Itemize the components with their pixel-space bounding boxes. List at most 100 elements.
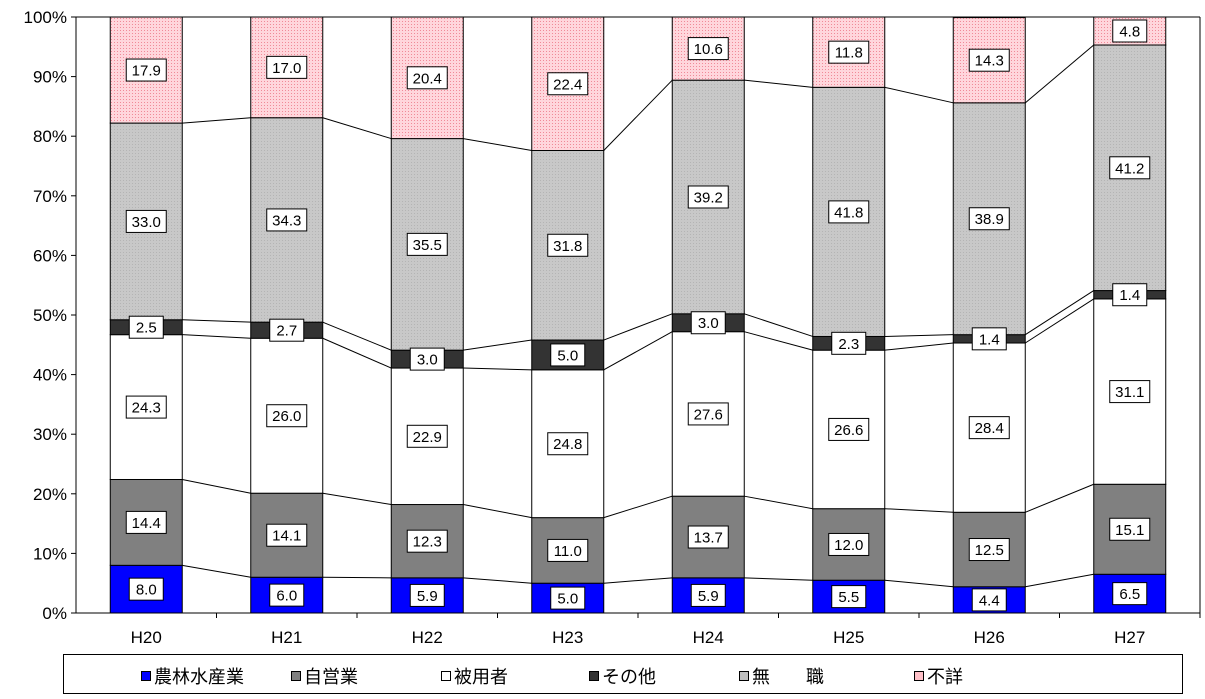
data-label-box — [968, 48, 1010, 72]
y-tick-label: 70% — [33, 187, 67, 206]
y-tick-label: 20% — [33, 485, 67, 504]
connector-line — [463, 367, 532, 371]
data-label: 24.8 — [553, 436, 582, 453]
connector-line — [603, 313, 673, 341]
legend-item: 不詳 — [914, 663, 963, 689]
legend-item: 無 職 — [739, 663, 824, 689]
data-label: 31.1 — [1115, 384, 1144, 401]
legend-label: 不詳 — [927, 667, 963, 688]
data-label-box — [687, 185, 729, 209]
connector-line — [603, 577, 673, 584]
data-label-box — [687, 37, 729, 61]
y-tick-label: 50% — [33, 306, 67, 325]
legend-label: 被用者 — [454, 667, 508, 688]
legend-item: 農林水産業 — [141, 663, 244, 689]
legend-item: その他 — [589, 663, 656, 689]
legend-swatch-icon — [739, 671, 749, 681]
data-label: 4.8 — [1119, 24, 1140, 41]
data-label-box — [828, 200, 870, 224]
data-label-box — [266, 55, 308, 79]
data-label-box — [125, 58, 167, 82]
connector-line — [1024, 298, 1095, 344]
x-tick-label: H22 — [412, 628, 443, 647]
y-tick-label: 40% — [33, 366, 67, 385]
data-label: 41.2 — [1115, 160, 1144, 177]
connector-line — [884, 579, 954, 588]
data-label: 12.0 — [834, 537, 863, 554]
data-label: 35.5 — [413, 237, 442, 254]
data-label-box — [406, 424, 448, 448]
data-label-box — [269, 318, 305, 342]
data-label: 5.5 — [838, 589, 859, 606]
y-tick-label: 10% — [33, 544, 67, 563]
data-label: 3.0 — [698, 315, 719, 332]
x-tick-label: H26 — [974, 628, 1005, 647]
connector-line — [744, 313, 813, 337]
data-label: 14.3 — [975, 53, 1004, 70]
y-tick-label: 0% — [42, 604, 67, 623]
data-label: 14.1 — [272, 528, 301, 545]
data-label-box — [547, 538, 589, 562]
legend-label: その他 — [602, 667, 656, 688]
y-tick-label: 30% — [33, 425, 67, 444]
data-label: 28.4 — [975, 420, 1004, 437]
y-tick-label: 90% — [33, 68, 67, 87]
data-label-box — [406, 529, 448, 553]
connector-line — [182, 564, 251, 578]
data-label: 11.8 — [835, 45, 863, 62]
data-label-box — [968, 207, 1010, 231]
data-label-box — [128, 315, 164, 339]
data-label-box — [687, 402, 729, 426]
data-label-box — [1109, 380, 1151, 404]
data-label: 2.3 — [838, 336, 859, 353]
data-label: 13.7 — [694, 530, 723, 547]
legend-swatch-icon — [141, 671, 151, 681]
connector-line — [603, 495, 673, 519]
data-label-box — [1109, 517, 1151, 541]
connector-line — [603, 331, 673, 371]
y-tick-label: 80% — [33, 127, 67, 146]
data-label-box — [125, 395, 167, 419]
data-label-box — [1112, 19, 1148, 43]
data-label: 5.9 — [417, 588, 438, 605]
connector-line — [463, 504, 532, 519]
data-label: 3.0 — [417, 352, 438, 369]
data-label-box — [547, 72, 589, 96]
data-label: 12.3 — [413, 534, 442, 551]
data-label: 1.4 — [979, 331, 1000, 348]
data-label-box — [547, 233, 589, 257]
connector-line — [744, 331, 813, 351]
connector-line — [322, 576, 392, 579]
data-label-box — [828, 40, 870, 64]
data-label: 12.5 — [975, 542, 1004, 559]
connector-line — [744, 79, 813, 88]
data-label-box — [1112, 582, 1148, 606]
connector-line — [1024, 44, 1095, 104]
connector-line — [1025, 483, 1094, 513]
data-label: 33.0 — [132, 214, 161, 231]
data-label: 8.0 — [136, 582, 157, 599]
legend-swatch-icon — [441, 671, 451, 681]
data-label: 6.5 — [1119, 586, 1140, 603]
connector-line — [322, 337, 392, 369]
data-label-box — [971, 588, 1007, 612]
data-label: 10.6 — [694, 41, 723, 58]
connector-line — [744, 577, 813, 581]
data-label-box — [266, 208, 308, 232]
x-tick-label: H21 — [271, 628, 302, 647]
connector-line — [182, 117, 251, 124]
data-label: 2.5 — [136, 320, 157, 337]
connector-line — [884, 86, 954, 104]
data-label: 27.6 — [694, 406, 723, 423]
data-label: 41.8 — [834, 204, 863, 221]
data-label: 15.1 — [1115, 522, 1144, 539]
connector-line — [463, 577, 532, 584]
legend-item: 被用者 — [441, 663, 508, 689]
data-label: 34.3 — [272, 212, 301, 229]
data-label-box — [831, 331, 867, 355]
data-label: 22.4 — [553, 76, 582, 93]
data-label-box — [1112, 283, 1148, 307]
data-label-box — [406, 66, 448, 90]
data-label-box — [550, 343, 586, 367]
